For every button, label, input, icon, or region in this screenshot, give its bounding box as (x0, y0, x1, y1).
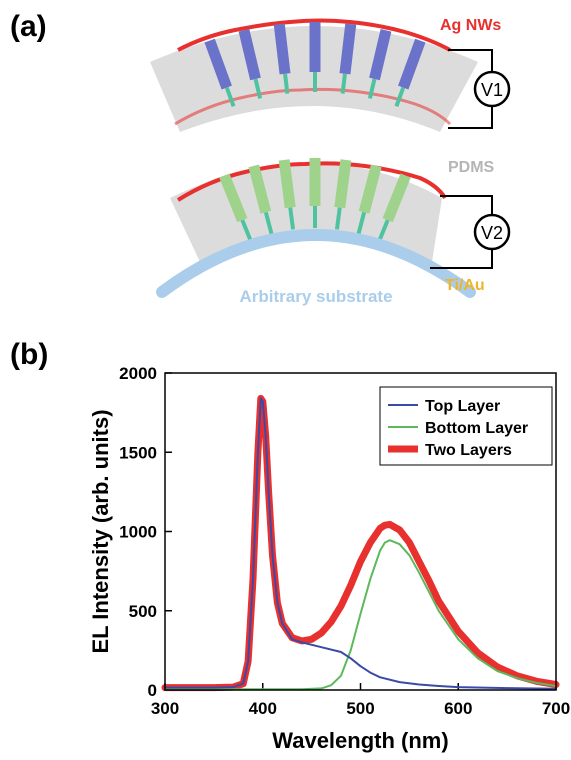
nanowire-rod (238, 29, 261, 81)
y-tick-label: 2000 (119, 364, 157, 383)
y-axis-label: EL Intensity (arb. units) (88, 409, 113, 653)
x-tick-label: 300 (151, 699, 179, 718)
nanowire-rod (248, 164, 272, 214)
legend-label: Top Layer (425, 398, 500, 415)
nanowire-tip (263, 211, 274, 235)
nanowire-rod (339, 23, 357, 75)
nanowire-rod (398, 38, 426, 90)
panel-b-label: (b) (10, 338, 49, 371)
device-schematic: V1 V2 Ag NWs PDMS Ti/Au Arbitrary substr… (150, 17, 511, 306)
nanowire-tip (240, 219, 253, 242)
nanowire-rod (382, 173, 411, 223)
series-line-top-layer (164, 397, 557, 690)
nanowire-tip (224, 86, 236, 108)
x-tick-label: 500 (346, 699, 374, 718)
nanowire-rod (219, 173, 248, 223)
bottom-layer-nanowires (219, 158, 411, 242)
x-tick-label: 600 (444, 699, 472, 718)
v2-meter (473, 213, 511, 251)
nanowire-tip (367, 78, 377, 99)
y-tick-label: 0 (148, 681, 157, 700)
series-line-bottom-layer (164, 539, 557, 691)
el-spectrum-chart: 300 400 500 600 700 0 500 1000 1500 2000 Waveleng… (88, 364, 570, 753)
nanowire-tip (356, 211, 367, 235)
plot-frame (164, 372, 557, 691)
legend-label: Bottom Layer (425, 420, 528, 437)
nanowire-tip (340, 73, 347, 94)
y-tick-label: 1000 (119, 523, 157, 542)
nanowire-tip (288, 207, 296, 230)
top-layer-nanowires (204, 22, 426, 108)
ti-au-label: Ti/Au (445, 277, 485, 294)
chart-series (161, 394, 560, 692)
v1-meter (473, 70, 511, 108)
y-tick-label: 1500 (119, 443, 157, 462)
x-axis-label: Wavelength (nm) (272, 728, 448, 753)
nanowire-rod (358, 164, 382, 214)
nanowire-tip (334, 207, 342, 230)
nanowire-rod (334, 159, 352, 209)
ag-nws-label: Ag NWs (440, 17, 501, 34)
nanowire-tip (253, 78, 263, 99)
legend-label: Two Layers (425, 442, 512, 459)
nanowire-rod (204, 38, 232, 90)
top-layer-top-electrode (177, 18, 451, 52)
v2-label: V2 (481, 223, 503, 243)
substrate-label: Arbitrary substrate (239, 287, 392, 306)
x-tick-label: 700 (542, 699, 570, 718)
nanowire-tip (377, 219, 390, 242)
nanowire-tip (394, 86, 406, 108)
arbitrary-substrate (156, 229, 476, 298)
y-tick-label: 500 (129, 602, 157, 621)
panel-a-label: (a) (10, 10, 47, 43)
nanowire-rod (369, 29, 392, 81)
v1-label: V1 (481, 80, 503, 100)
bottom-layer-top-electrode (176, 161, 447, 202)
chart-ticks: 300 400 500 600 700 0 500 1000 1500 2000 (119, 364, 570, 718)
x-tick-label: 400 (249, 699, 277, 718)
nanowire-tip (283, 73, 290, 94)
top-layer-bottom-electrode (174, 87, 452, 126)
nanowire-rod (278, 159, 296, 209)
pdms-label: PDMS (448, 159, 495, 176)
chart-legend: Top Layer Bottom Layer Two Layers (379, 386, 553, 466)
nanowire-rod (273, 23, 291, 75)
